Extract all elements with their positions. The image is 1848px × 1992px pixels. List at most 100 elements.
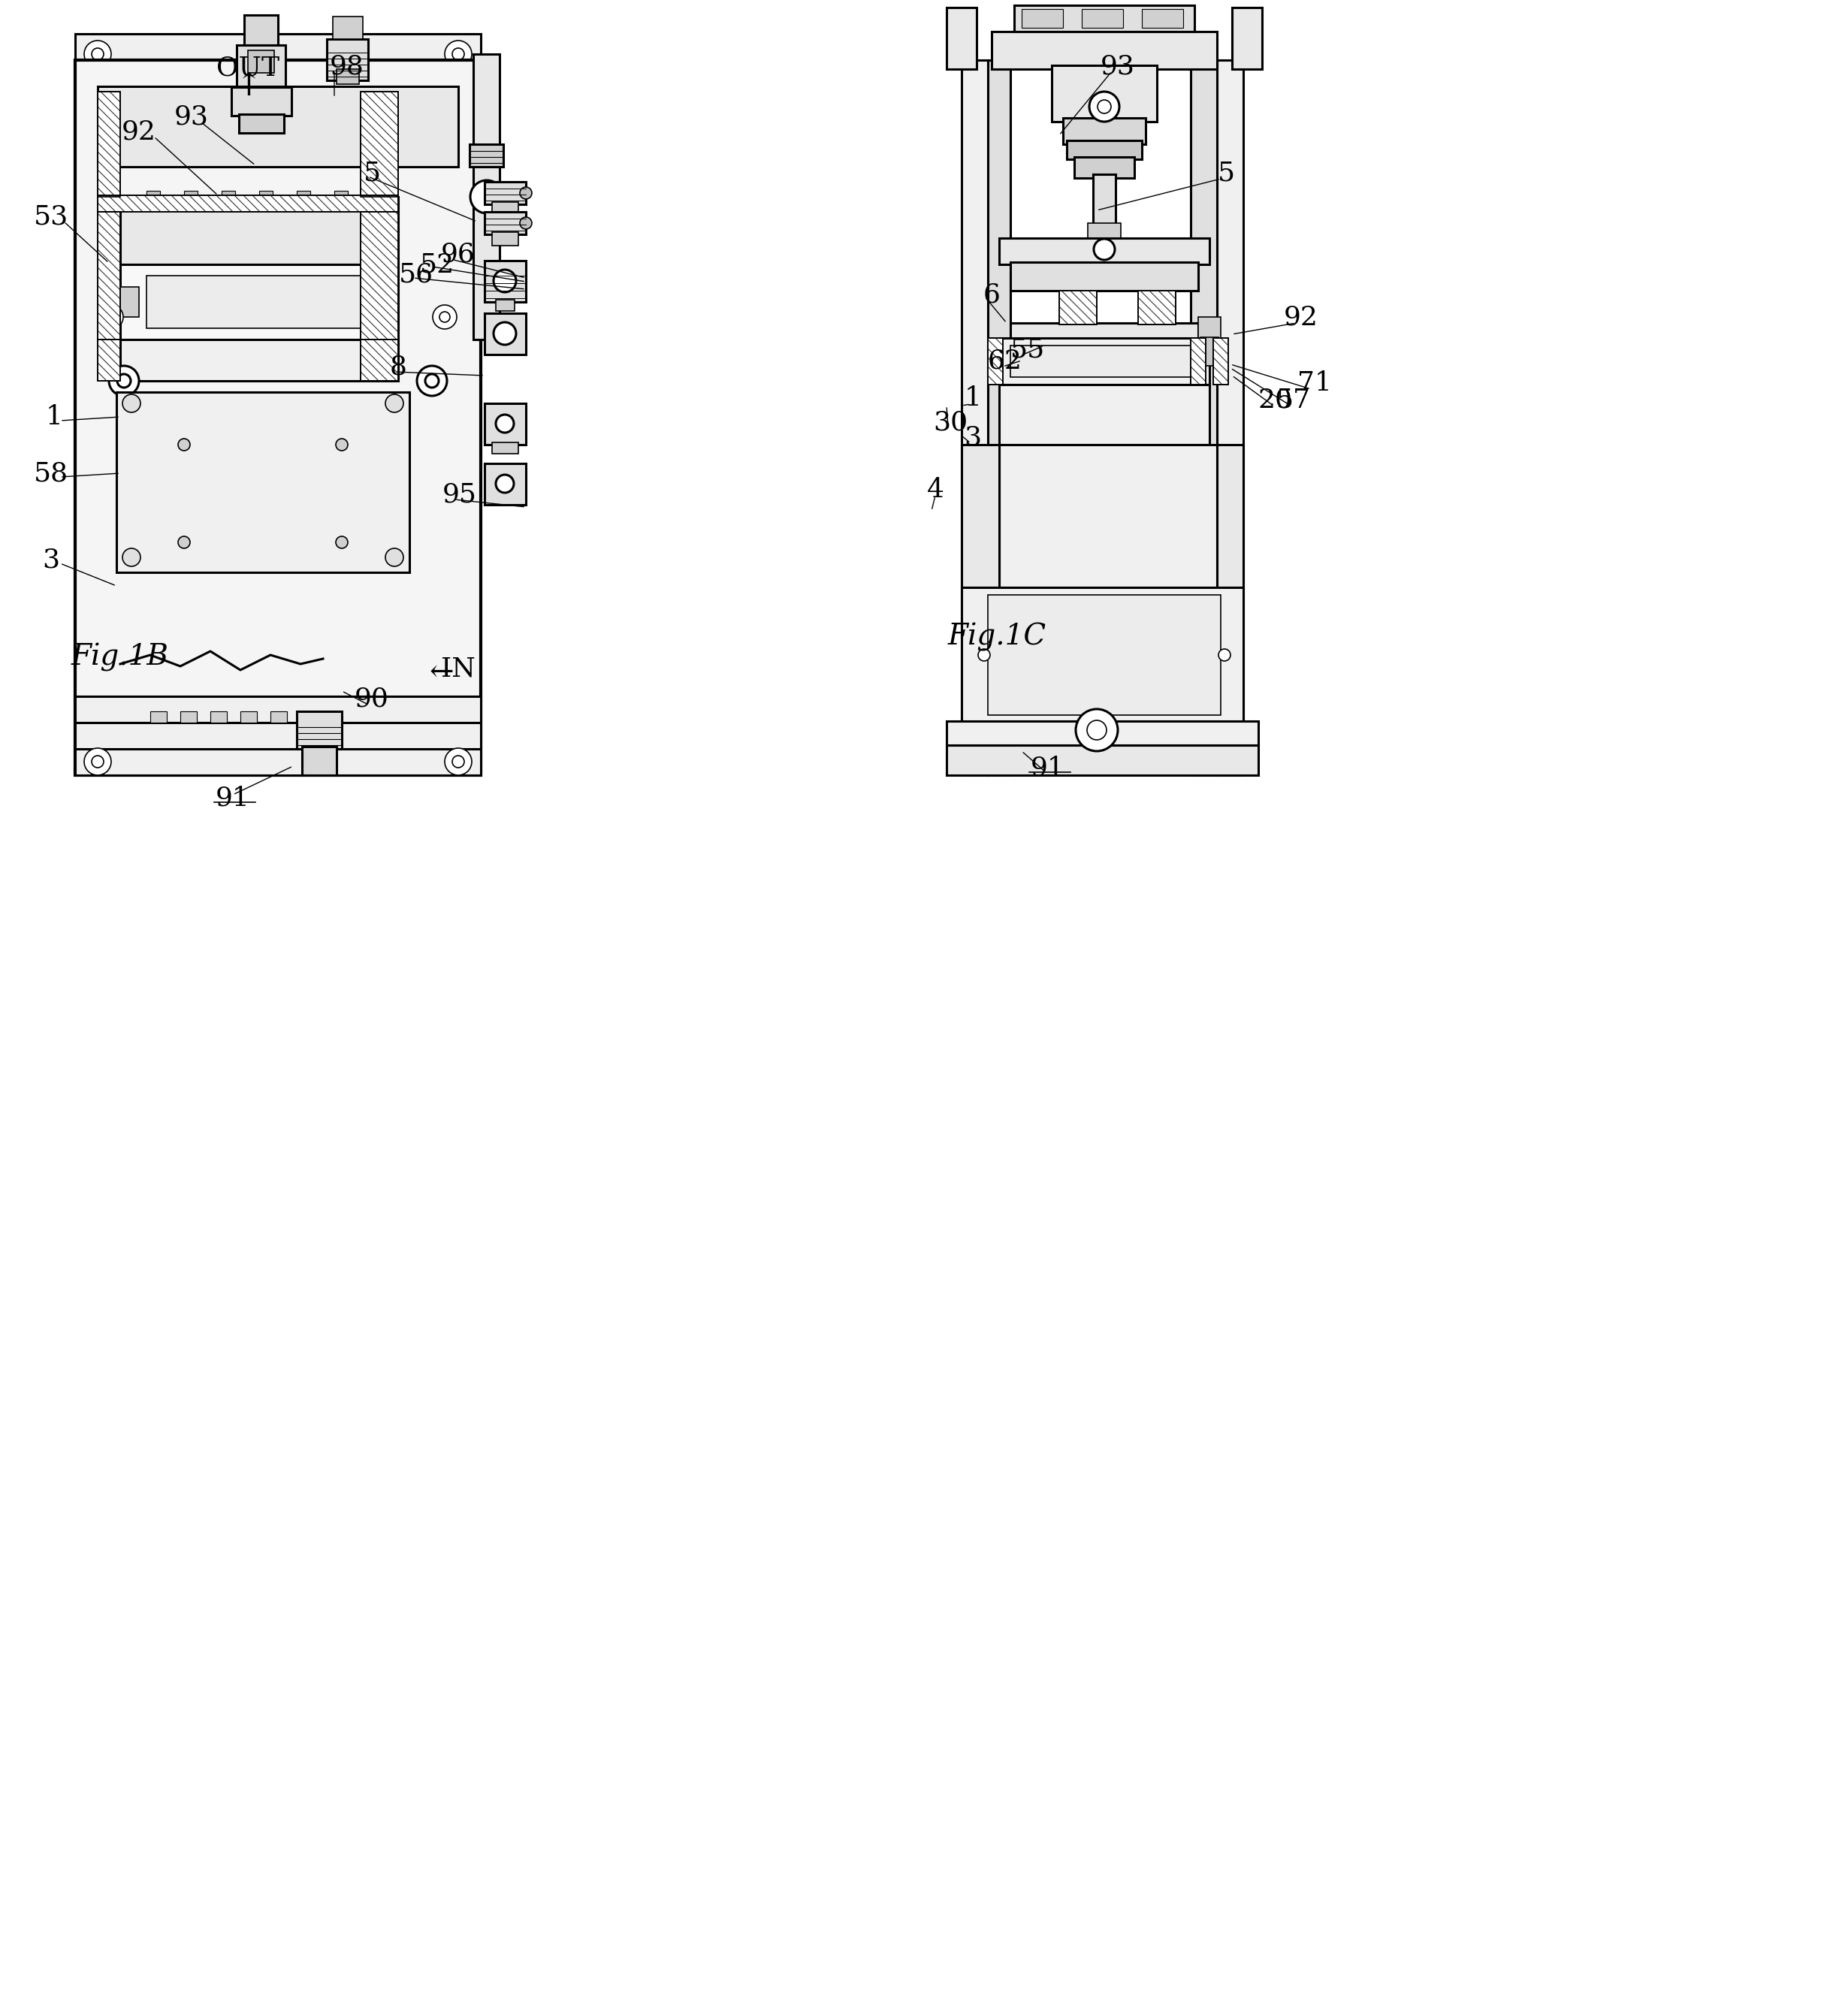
Bar	[98, 92, 120, 197]
Bar	[1000, 339, 1209, 384]
Bar	[1059, 291, 1096, 325]
Bar	[76, 60, 480, 775]
Text: 3: 3	[965, 424, 981, 450]
Circle shape	[1098, 100, 1111, 114]
Bar	[992, 32, 1218, 70]
Bar	[1011, 323, 1198, 339]
Circle shape	[336, 438, 347, 450]
Text: 71: 71	[1297, 371, 1332, 396]
Circle shape	[519, 187, 532, 199]
Bar	[379, 287, 397, 317]
Bar	[211, 711, 227, 723]
Bar	[473, 54, 499, 339]
Circle shape	[1088, 92, 1120, 122]
Bar	[360, 92, 397, 197]
Circle shape	[85, 749, 111, 775]
Text: 52: 52	[419, 251, 455, 277]
Bar	[1011, 263, 1198, 291]
Bar	[360, 211, 397, 339]
Bar	[360, 92, 397, 197]
Circle shape	[1218, 649, 1231, 661]
Text: 56: 56	[399, 261, 434, 287]
Circle shape	[1076, 709, 1118, 751]
Bar	[298, 711, 342, 749]
Bar	[116, 392, 410, 572]
Bar	[1190, 60, 1218, 775]
Bar	[146, 191, 161, 199]
Bar	[946, 8, 976, 70]
Text: Fig.1C: Fig.1C	[948, 623, 1046, 651]
Bar	[961, 588, 1244, 723]
Circle shape	[177, 438, 190, 450]
Bar	[237, 46, 285, 86]
Bar	[240, 711, 257, 723]
Bar	[1063, 118, 1146, 143]
Bar	[76, 749, 480, 775]
Bar	[336, 70, 359, 84]
Bar	[1000, 239, 1209, 265]
Circle shape	[122, 548, 140, 566]
Bar	[989, 596, 1222, 715]
Circle shape	[100, 305, 124, 329]
Text: 1: 1	[46, 404, 63, 430]
Bar	[98, 211, 120, 339]
Circle shape	[495, 414, 514, 432]
Text: ↑: ↑	[235, 70, 261, 102]
Bar	[492, 201, 517, 215]
Bar	[76, 723, 480, 749]
Bar	[492, 233, 517, 245]
Bar	[484, 464, 527, 504]
Text: 96: 96	[442, 241, 475, 267]
Bar	[181, 711, 198, 723]
Text: 58: 58	[33, 460, 68, 486]
Bar	[1218, 60, 1244, 775]
Bar	[1138, 291, 1175, 325]
Bar	[1011, 345, 1198, 376]
Text: 95: 95	[442, 482, 477, 508]
Bar	[98, 339, 120, 380]
Bar	[989, 60, 1011, 775]
Text: 91: 91	[216, 785, 249, 811]
Circle shape	[122, 394, 140, 412]
Text: IN: IN	[442, 655, 475, 681]
Bar	[946, 721, 1258, 745]
Text: ←: ←	[429, 659, 455, 685]
Bar	[76, 697, 480, 723]
Bar	[1092, 173, 1116, 227]
Text: 1: 1	[965, 384, 981, 410]
Circle shape	[92, 48, 103, 60]
Circle shape	[440, 311, 449, 323]
Bar	[120, 287, 139, 317]
Bar	[259, 191, 274, 199]
Bar	[244, 16, 277, 46]
Circle shape	[109, 367, 139, 396]
Text: 55: 55	[1011, 337, 1044, 363]
Bar	[989, 339, 1003, 384]
Text: 20: 20	[1258, 386, 1294, 412]
Bar	[484, 313, 527, 355]
Bar	[1190, 339, 1205, 384]
Bar	[484, 181, 527, 205]
Bar	[98, 211, 120, 339]
Circle shape	[978, 649, 991, 661]
Bar	[1088, 223, 1122, 241]
Circle shape	[177, 536, 190, 548]
Circle shape	[1094, 239, 1114, 259]
Text: 5: 5	[364, 159, 381, 185]
Bar	[989, 339, 1003, 384]
Bar	[1214, 339, 1229, 384]
Bar	[1214, 339, 1229, 384]
Bar	[76, 34, 480, 60]
Text: 62: 62	[989, 349, 1022, 373]
Circle shape	[116, 374, 131, 388]
Bar	[150, 711, 166, 723]
Bar	[492, 442, 517, 454]
Text: 92: 92	[122, 120, 157, 143]
Text: 98: 98	[329, 54, 364, 80]
Bar	[1022, 10, 1063, 28]
Circle shape	[386, 394, 403, 412]
Bar	[495, 299, 514, 311]
Bar	[961, 60, 989, 775]
Bar	[1059, 291, 1096, 325]
Bar	[98, 195, 397, 211]
